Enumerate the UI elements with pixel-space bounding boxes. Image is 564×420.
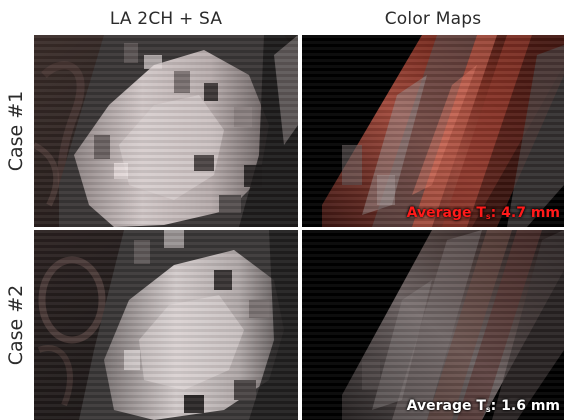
row-label-case-1: Case #1 bbox=[5, 90, 27, 172]
case-2-mri-image bbox=[34, 230, 298, 420]
column-title-la-2ch-sa: LA 2CH + SA bbox=[109, 9, 223, 29]
case-1-mri-image bbox=[34, 35, 298, 227]
case-2-average-thickness: Average Ts: 1.6 mm bbox=[406, 398, 560, 414]
case-1-average-thickness: Average Ts: 4.7 mm bbox=[406, 205, 560, 221]
case-2-color-map: Average Ts: 1.6 mm bbox=[302, 230, 564, 420]
row-label-case-2: Case #2 bbox=[5, 284, 27, 366]
column-title-color-maps: Color Maps bbox=[384, 9, 482, 29]
case-1-color-map: Average Ts: 4.7 mm bbox=[302, 35, 564, 227]
